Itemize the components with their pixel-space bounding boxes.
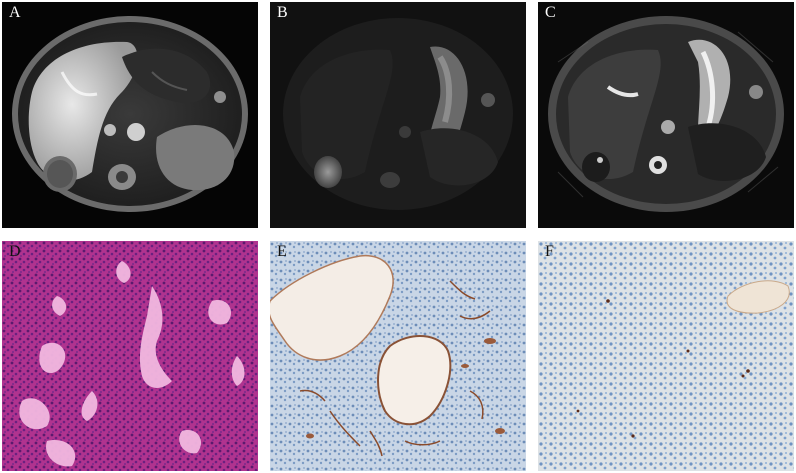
panel-c-mri-adc: C — [538, 2, 794, 228]
panel-e-ihc-stain: E — [270, 241, 526, 471]
mri-dwi-image — [270, 2, 526, 228]
panel-a-mri-t1: A — [2, 2, 258, 228]
panel-f-ihc-stain: F — [538, 241, 794, 471]
he-stain-image — [2, 241, 258, 471]
panel-b-mri-dwi: B — [270, 2, 526, 228]
mri-adc-image — [538, 2, 794, 228]
mri-t1-image — [2, 2, 258, 228]
ihc-vascular-image — [270, 241, 526, 471]
ihc-nuclear-image — [538, 241, 794, 471]
panel-d-he-histology: D — [2, 241, 258, 471]
